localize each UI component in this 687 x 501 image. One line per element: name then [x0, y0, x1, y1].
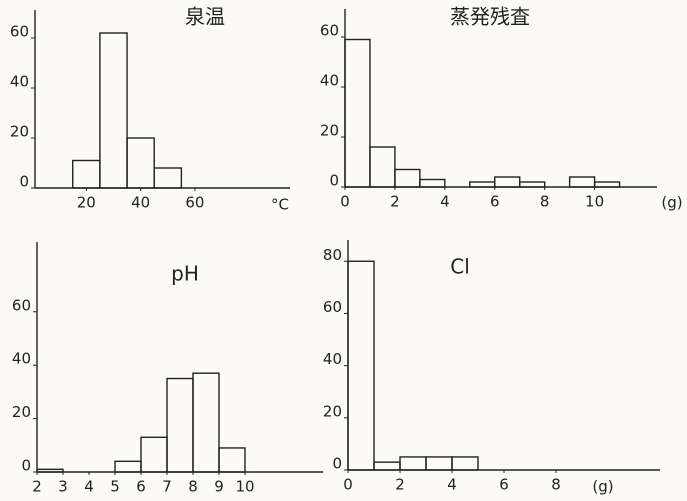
x-tick-label: 2 [390, 193, 400, 211]
histogram-bar [469, 181, 496, 188]
x-tick-label: 6 [490, 193, 500, 211]
y-tick-label: 20 [10, 123, 29, 141]
histogram-bar [192, 372, 220, 473]
x-tick-label: 10 [585, 193, 604, 211]
x-tick-label: 0 [343, 476, 353, 494]
x-tick-label: 20 [77, 194, 96, 212]
y-tick-label: 40 [10, 73, 29, 91]
y-tick-label: 0 [19, 173, 29, 191]
y-tick-label: 40 [12, 350, 31, 368]
panel-title: 泉温 [185, 5, 225, 29]
histogram-bar [344, 38, 371, 188]
x-tick-label: 7 [162, 478, 172, 496]
histogram-bar [114, 460, 142, 473]
histogram-bar [451, 456, 479, 471]
histogram-bar [166, 377, 194, 473]
histogram-bar [347, 260, 375, 471]
histogram-bar [373, 461, 401, 471]
x-tick-label: 40 [131, 194, 150, 212]
histogram-bar [153, 167, 183, 189]
x-tick-label: 5 [110, 478, 120, 496]
x-tick-label: 4 [84, 478, 94, 496]
y-tick-label: 40 [320, 72, 339, 90]
histogram-bar [99, 32, 128, 189]
y-tick-label: 60 [12, 296, 31, 314]
y-tick-label: 0 [21, 457, 31, 475]
x-tick-label: 8 [540, 193, 550, 211]
y-tick-label: 60 [320, 22, 339, 40]
x-tick-label: 2 [395, 476, 405, 494]
histogram-bar [568, 176, 596, 188]
x-tick-label: 4 [440, 193, 450, 211]
x-axis-unit: (g) [592, 478, 613, 496]
x-tick-label: 0 [340, 193, 350, 211]
y-tick-label: 20 [320, 122, 339, 140]
histogram-bar [399, 456, 427, 471]
histogram-bar [519, 181, 546, 188]
x-tick-label: 60 [185, 194, 204, 212]
x-tick-label: 6 [499, 476, 509, 494]
x-tick-label: 9 [214, 478, 224, 496]
x-tick-label: 4 [447, 476, 457, 494]
y-tick-label: 80 [323, 246, 342, 264]
histogram-bar [218, 447, 246, 473]
y-tick-label: 60 [10, 23, 29, 41]
x-tick-label: 3 [58, 478, 68, 496]
x-tick-label: 10 [235, 478, 254, 496]
x-axis-unit: (g) [661, 194, 682, 212]
histogram-bar [394, 168, 421, 188]
histogram-bar [72, 159, 101, 189]
histogram-bar [425, 456, 453, 471]
x-axis-unit: °C [271, 196, 289, 214]
y-tick-label: 20 [12, 403, 31, 421]
y-tick-label: 20 [323, 402, 342, 420]
x-tick-label: 2 [32, 478, 42, 496]
panel-title: Cl [450, 255, 470, 279]
histogram-bar [419, 178, 446, 188]
y-tick-label: 0 [332, 455, 342, 473]
panel-title: 蒸発残査 [450, 5, 530, 29]
histogram-bar [494, 176, 521, 188]
histogram-bar [369, 146, 396, 188]
histogram-bar [126, 137, 155, 189]
histogram-bar [140, 436, 168, 473]
x-tick-label: 6 [136, 478, 146, 496]
histogram-bar [593, 181, 621, 188]
histogram-bar [36, 468, 64, 473]
x-tick-label: 8 [188, 478, 198, 496]
panel-title: pH [171, 262, 199, 286]
x-tick-label: 8 [551, 476, 561, 494]
y-tick-label: 0 [329, 172, 339, 190]
y-tick-label: 60 [323, 298, 342, 316]
y-tick-label: 40 [323, 350, 342, 368]
